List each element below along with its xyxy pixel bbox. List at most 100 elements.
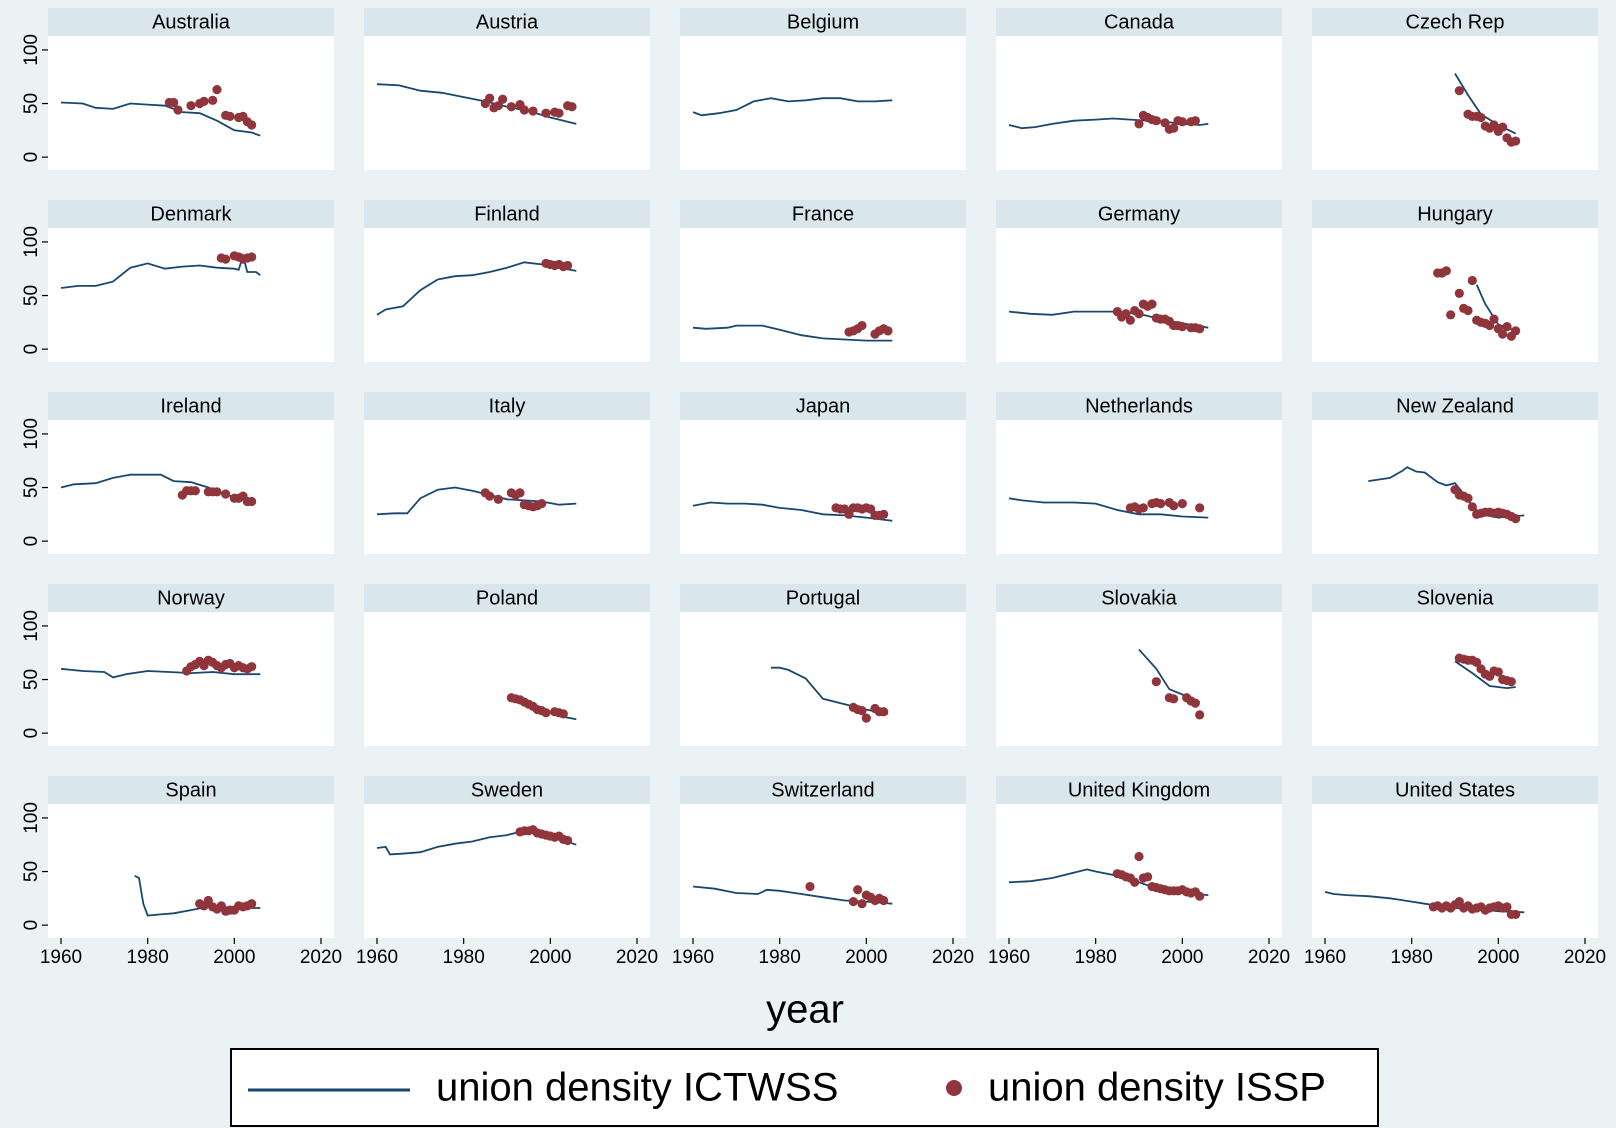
series-point (541, 708, 551, 718)
series-point (848, 896, 858, 907)
strip (48, 584, 334, 612)
series-point (247, 662, 257, 672)
panel-title: Sweden (471, 779, 543, 801)
series-point (186, 101, 196, 111)
legend-box (230, 1048, 1379, 1127)
series-point (208, 95, 218, 105)
series-point (493, 494, 503, 504)
series-point (883, 326, 893, 336)
series-point (485, 93, 495, 103)
series-point (169, 97, 179, 108)
series-point (1502, 902, 1512, 912)
series-point (1467, 502, 1477, 512)
y-tick-label: 100 (21, 226, 42, 258)
plot-area (364, 36, 650, 170)
series-point (879, 707, 889, 717)
series-point (554, 108, 564, 118)
panel-title: Australia (152, 11, 231, 33)
panel-title: United States (1395, 779, 1515, 801)
series-point (866, 504, 876, 514)
x-tick-label: 2000 (1161, 947, 1203, 968)
x-tick-label: 2000 (1477, 947, 1519, 968)
series-point (879, 509, 889, 519)
plot-area (364, 612, 650, 746)
x-tick-label: 2020 (1248, 947, 1290, 968)
y-tick-label: 50 (21, 93, 42, 114)
x-tick-label: 1980 (1075, 947, 1117, 968)
series-point (1143, 872, 1153, 882)
series-point (1134, 851, 1144, 862)
series-point (1454, 288, 1464, 298)
y-tick-label: 100 (21, 34, 42, 66)
x-axis-title: year (766, 988, 844, 1032)
strip (364, 200, 650, 228)
x-tick-label: 1980 (1391, 947, 1433, 968)
y-tick-label: 100 (21, 418, 42, 450)
strip (996, 776, 1282, 804)
plot-area (680, 612, 966, 746)
series-point (1147, 299, 1157, 309)
series-point (1511, 909, 1521, 920)
series-point (203, 895, 213, 906)
x-tick-label: 2020 (1564, 947, 1606, 968)
series-line (60, 252, 261, 289)
series-point (1195, 891, 1205, 901)
series-point (1169, 123, 1179, 133)
legend-marker (946, 1080, 962, 1096)
series-point (247, 496, 257, 507)
series-point (1134, 119, 1144, 129)
series-point (1446, 310, 1456, 320)
panel-title: France (792, 203, 854, 225)
strip (48, 776, 334, 804)
series-point (1489, 120, 1499, 130)
panel-title: Slovenia (1417, 587, 1495, 609)
plot-area (996, 420, 1282, 554)
x-tick-label: 2000 (213, 947, 255, 968)
plot-area (364, 804, 650, 938)
strip (1312, 200, 1598, 228)
series-point (537, 499, 547, 509)
strip (364, 392, 650, 420)
series-point (247, 120, 257, 130)
x-tick-label: 1960 (988, 947, 1030, 968)
series-point (1169, 694, 1179, 704)
x-tick-label: 2000 (845, 947, 887, 968)
series-point (1463, 305, 1473, 316)
series-point (879, 895, 889, 906)
series-point (1511, 136, 1521, 146)
series-point (498, 94, 508, 104)
strip (364, 8, 650, 36)
series-point (541, 108, 551, 118)
y-tick-label: 0 (21, 152, 42, 163)
y-tick-label: 0 (21, 344, 42, 355)
panel-title: Netherlands (1085, 395, 1193, 417)
y-tick-label: 50 (21, 477, 42, 498)
series-point (805, 881, 815, 892)
plot-area (48, 228, 334, 362)
series-point (493, 101, 503, 111)
strip (48, 200, 334, 228)
x-tick-label: 2020 (616, 947, 658, 968)
plot-area (1312, 612, 1598, 746)
series-point (1177, 499, 1187, 509)
series-point (1195, 324, 1205, 334)
x-tick-label: 1980 (759, 947, 801, 968)
panel-title: Slovakia (1101, 587, 1177, 609)
plot-area (996, 228, 1282, 362)
series-point (247, 252, 257, 262)
panel-title: Italy (489, 395, 526, 417)
series-point (1130, 877, 1140, 887)
series-point (1498, 329, 1508, 339)
y-tick-label: 0 (21, 728, 42, 739)
series-point (1151, 677, 1161, 687)
strip (680, 392, 966, 420)
series-line (692, 324, 893, 342)
strip (996, 8, 1282, 36)
series-point (1121, 309, 1131, 319)
strip (48, 392, 334, 420)
panel-title: Czech Rep (1406, 11, 1505, 33)
panel-title: New Zealand (1396, 395, 1514, 417)
x-tick-label: 1960 (1304, 947, 1346, 968)
series-point (857, 706, 867, 716)
